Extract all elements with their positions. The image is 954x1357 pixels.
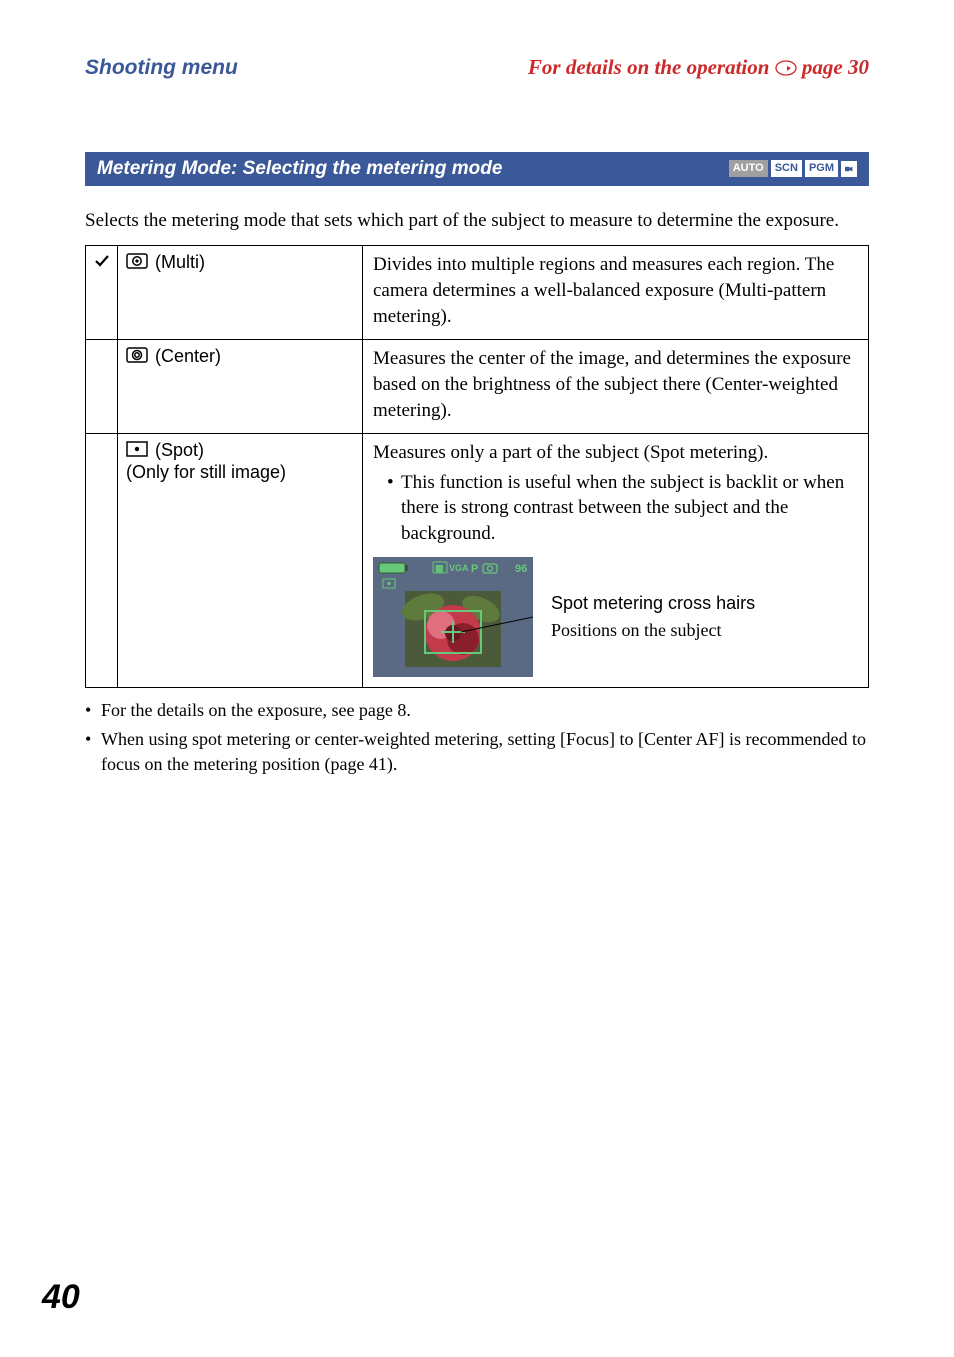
lcd-figure: ▦ VGA P 96 [373,557,858,677]
check-cell [86,246,118,340]
spot-sub-bullet: This function is useful when the subject… [387,470,858,547]
table-row-spot: (Spot) (Only for still image) Measures o… [86,434,869,688]
page-number: 40 [42,1278,80,1317]
multi-metering-icon [126,253,148,274]
svg-text:▦: ▦ [435,563,444,573]
section-title: Metering Mode: Selecting the metering mo… [97,158,502,180]
lcd-p-label: P [471,563,478,575]
table-row-center: (Center) Measures the center of the imag… [86,340,869,434]
page-ref-page: page 30 [802,55,869,79]
lcd-caption: Spot metering cross hairs Positions on t… [551,590,755,644]
footnote-item: When using spot metering or center-weigh… [85,727,869,777]
svg-text:VGA: VGA [449,563,469,573]
mode-name-spot-sub: (Only for still image) [126,462,286,482]
footnotes: For the details on the exposure, see pag… [85,698,869,778]
mode-name-center-label: (Center) [150,346,221,366]
page-ref-prefix: For details on the operation [528,55,775,79]
table-row-multi: (Multi) Divides into multiple regions an… [86,246,869,340]
mode-name-spot-label: (Spot) [150,440,204,460]
page-reference: For details on the operation page 30 [528,55,869,82]
spot-sub-list: This function is useful when the subject… [373,470,858,547]
lcd-caption-line2: Positions on the subject [551,617,755,644]
check-cell-empty [86,340,118,434]
mode-desc-spot-cell: Measures only a part of the subject (Spo… [363,434,869,688]
check-cell-empty [86,434,118,688]
footnote-item: For the details on the exposure, see pag… [85,698,869,723]
intro-paragraph: Selects the metering mode that sets whic… [85,208,869,234]
metering-mode-table: (Multi) Divides into multiple regions an… [85,245,869,687]
page-header: Shooting menu For details on the operati… [85,55,869,82]
spot-metering-icon [126,441,148,462]
mode-name-multi-label: (Multi) [150,252,205,272]
lcd-caption-line1: Spot metering cross hairs [551,590,755,617]
check-icon [93,254,111,274]
mode-desc-multi: Divides into multiple regions and measur… [363,246,869,340]
lcd-count: 96 [515,563,527,575]
hand-pointer-icon [775,57,797,82]
lcd-screen-icon: ▦ VGA P 96 [373,557,533,677]
mode-desc-center: Measures the center of the image, and de… [363,340,869,434]
mode-badges-group: AUTO SCN PGM [729,160,857,177]
badge-auto: AUTO [729,160,768,177]
shooting-menu-label: Shooting menu [85,56,238,80]
mode-name-cell: (Spot) (Only for still image) [118,434,363,688]
mode-name-cell: (Multi) [118,246,363,340]
badge-video-icon [841,161,857,177]
badge-scn: SCN [771,160,802,177]
badge-pgm: PGM [805,160,838,177]
section-title-bar: Metering Mode: Selecting the metering mo… [85,152,869,186]
center-metering-icon [126,347,148,368]
mode-desc-spot: Measures only a part of the subject (Spo… [373,442,768,463]
mode-name-cell: (Center) [118,340,363,434]
